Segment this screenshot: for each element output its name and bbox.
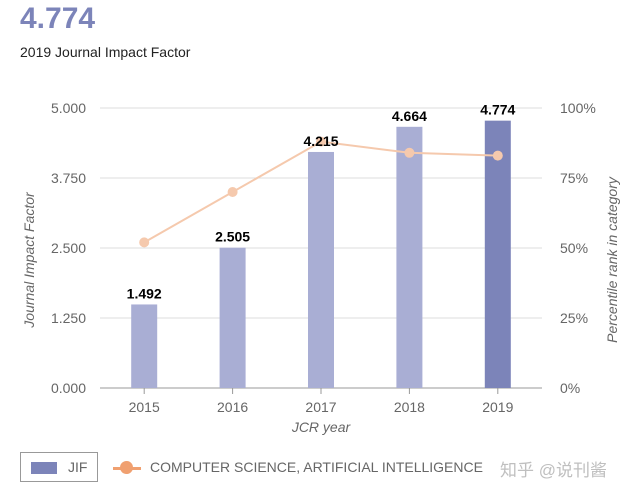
bar-2017 — [308, 151, 334, 388]
percentile-point-2015 — [139, 237, 150, 248]
legend-category-dot-icon — [120, 461, 133, 474]
legend-category-label[interactable]: COMPUTER SCIENCE, ARTIFICIAL INTELLIGENC… — [150, 459, 483, 475]
bar-data-label: 4.664 — [392, 108, 427, 124]
y-tick-label: 2.500 — [51, 240, 86, 256]
percentile-point-2017 — [316, 136, 326, 147]
y2-axis-title: Percentile rank in category — [604, 176, 620, 343]
bar-2015 — [131, 304, 158, 388]
bar-data-label: 4.215 — [303, 133, 338, 149]
x-tick-label: 2015 — [129, 399, 160, 415]
y2-tick-label: 50% — [560, 240, 588, 256]
legend-jif[interactable]: JIF — [20, 452, 98, 482]
bar-2019 — [484, 120, 511, 388]
x-tick-label: 2016 — [217, 399, 248, 415]
y2-tick-label: 0% — [560, 380, 580, 396]
legend-jif-swatch — [31, 462, 57, 474]
x-tick-label: 2017 — [305, 399, 336, 415]
y-tick-label: 1.250 — [51, 310, 86, 326]
percentile-point-2016 — [227, 187, 238, 197]
bar-data-label: 1.492 — [127, 285, 162, 301]
x-tick-label: 2019 — [482, 399, 513, 415]
bar-2018 — [396, 126, 423, 388]
x-axis-title: JCR year — [291, 419, 352, 435]
impact-factor-value: 4.774 — [20, 2, 96, 35]
y2-tick-label: 100% — [560, 100, 596, 116]
percentile-point-2019 — [492, 150, 503, 161]
legend-jif-label: JIF — [68, 459, 88, 475]
watermark: 知乎 @说刊酱 — [500, 461, 607, 480]
y-tick-label: 5.000 — [51, 100, 86, 116]
bar-data-label: 4.774 — [480, 102, 515, 118]
y-tick-label: 0.000 — [51, 380, 86, 396]
y-tick-label: 3.750 — [51, 170, 86, 186]
impact-factor-label: 2019 Journal Impact Factor — [20, 44, 191, 60]
y-axis-title: Journal Impact Factor — [21, 191, 37, 329]
percentile-point-2018 — [404, 147, 415, 158]
y2-tick-label: 25% — [560, 310, 588, 326]
bar-2016 — [219, 247, 246, 388]
y2-tick-label: 75% — [560, 170, 588, 186]
bar-data-label: 2.505 — [215, 229, 250, 245]
x-tick-label: 2018 — [394, 399, 425, 415]
